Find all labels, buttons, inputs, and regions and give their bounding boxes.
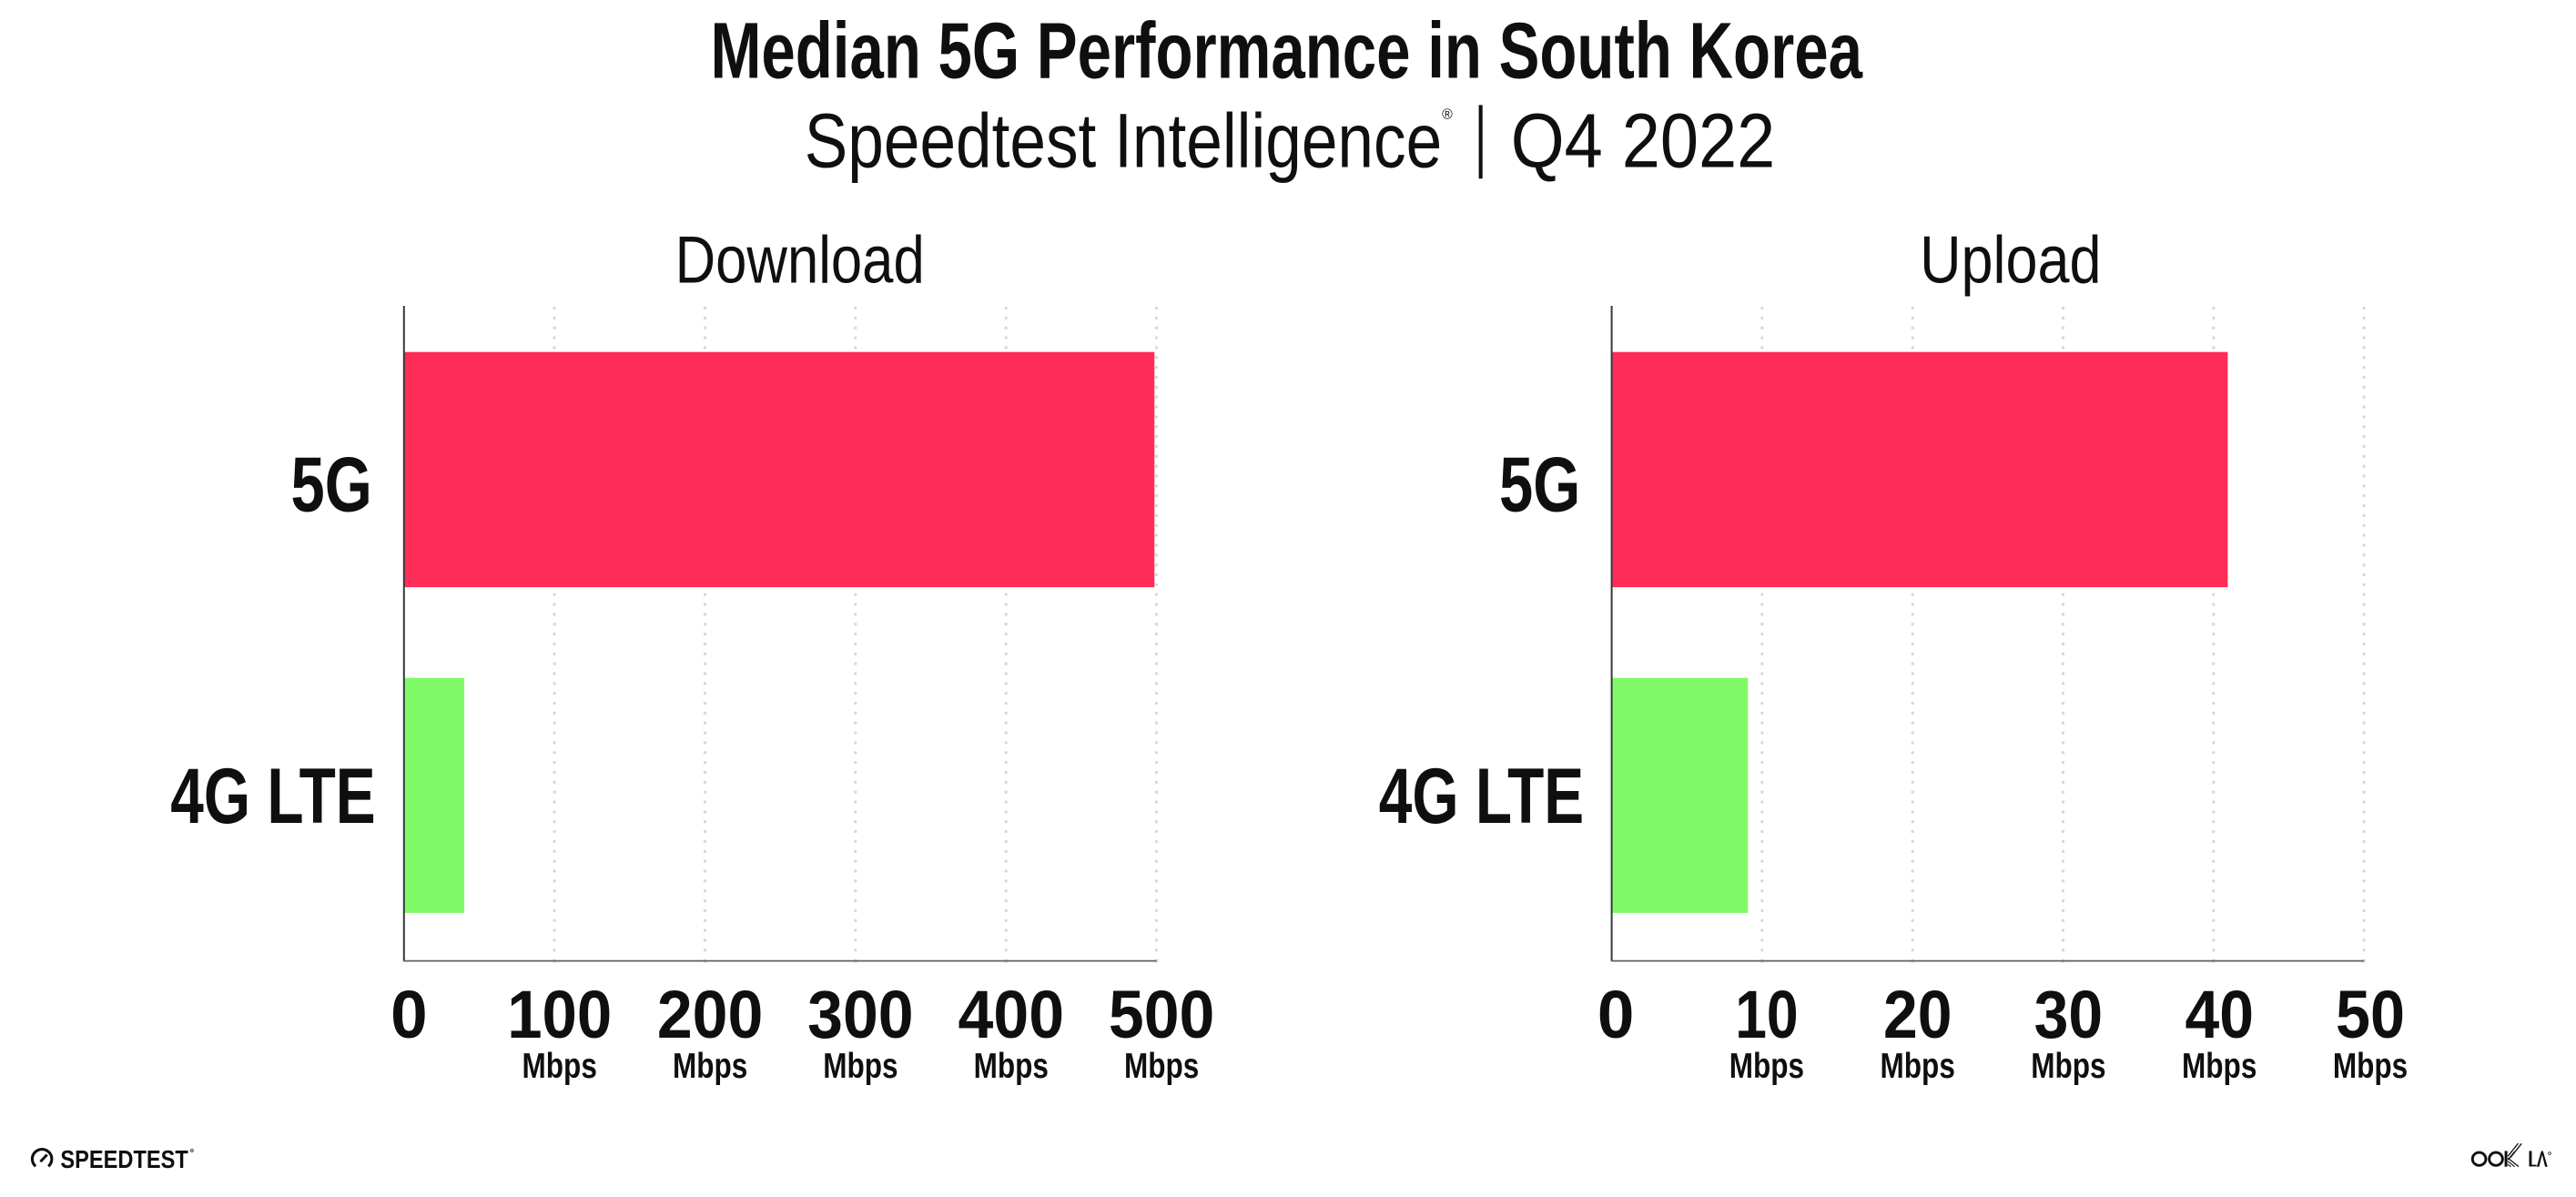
svg-text:20: 20 xyxy=(1883,977,1952,1052)
svg-text:Mbps: Mbps xyxy=(1729,1047,1804,1086)
svg-text:Mbps: Mbps xyxy=(2333,1047,2408,1086)
svg-text:400: 400 xyxy=(958,977,1065,1052)
svg-text:10: 10 xyxy=(1735,977,1798,1052)
svg-text:5G: 5G xyxy=(1499,441,1580,528)
svg-text:4G LTE: 4G LTE xyxy=(170,753,375,840)
svg-text:Q4 2022: Q4 2022 xyxy=(1511,98,1776,184)
svg-text:Mbps: Mbps xyxy=(2182,1047,2257,1086)
svg-text:Mbps: Mbps xyxy=(1124,1047,1199,1086)
svg-text:0: 0 xyxy=(390,977,428,1052)
svg-text:SPEEDTEST: SPEEDTEST xyxy=(60,1145,188,1173)
svg-text:®: ® xyxy=(1442,107,1453,123)
svg-text:Median 5G Performance in South: Median 5G Performance in South Korea xyxy=(710,6,1863,95)
svg-text:Mbps: Mbps xyxy=(974,1047,1049,1086)
svg-text:0: 0 xyxy=(1597,977,1635,1052)
svg-text:Mbps: Mbps xyxy=(2031,1047,2105,1086)
svg-text:Mbps: Mbps xyxy=(673,1047,747,1086)
svg-text:50: 50 xyxy=(2336,977,2405,1052)
svg-text:30: 30 xyxy=(2034,977,2104,1052)
svg-text:Download: Download xyxy=(675,221,925,297)
svg-text:4G LTE: 4G LTE xyxy=(1379,753,1584,840)
svg-text:100: 100 xyxy=(507,977,612,1052)
svg-text:Mbps: Mbps xyxy=(522,1047,597,1086)
svg-text:300: 300 xyxy=(807,977,914,1052)
svg-text:5G: 5G xyxy=(291,441,372,528)
svg-text:Mbps: Mbps xyxy=(823,1047,898,1086)
svg-text:Mbps: Mbps xyxy=(1881,1047,1955,1086)
svg-text:40: 40 xyxy=(2185,977,2254,1052)
svg-text:500: 500 xyxy=(1109,977,1214,1052)
svg-text:Upload: Upload xyxy=(1920,222,2101,298)
svg-text:Speedtest Intelligence: Speedtest Intelligence xyxy=(805,98,1442,184)
svg-text:200: 200 xyxy=(657,977,764,1052)
